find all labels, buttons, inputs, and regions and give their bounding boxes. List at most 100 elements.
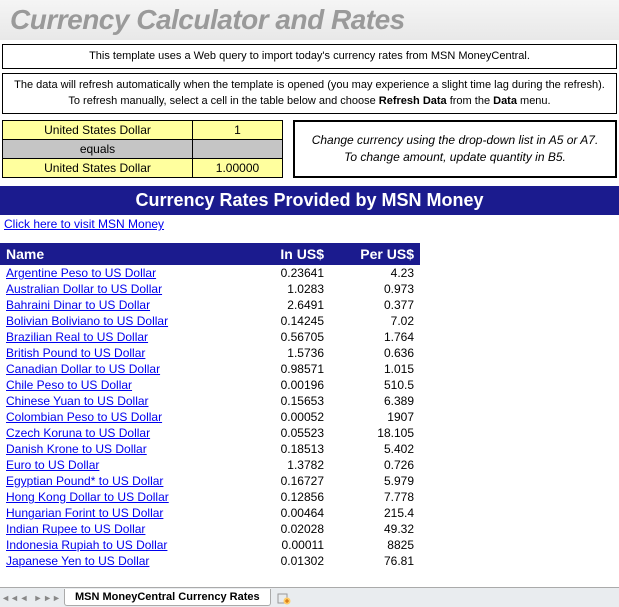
- col-in-usd: In US$: [240, 243, 330, 265]
- table-row: Argentine Peso to US Dollar0.236414.23: [0, 265, 420, 281]
- table-row: Australian Dollar to US Dollar1.02830.97…: [0, 281, 420, 297]
- currency-link[interactable]: Egyptian Pound* to US Dollar: [0, 473, 240, 489]
- in-usd-value: 0.00464: [240, 505, 330, 521]
- to-currency-cell[interactable]: United States Dollar: [3, 159, 193, 178]
- in-usd-value: 1.5736: [240, 345, 330, 361]
- per-usd-value: 1.015: [330, 361, 420, 377]
- per-usd-value: 4.23: [330, 265, 420, 281]
- currency-link[interactable]: Indian Rupee to US Dollar: [0, 521, 240, 537]
- per-usd-value: 510.5: [330, 377, 420, 393]
- per-usd-value: 8825: [330, 537, 420, 553]
- table-row: Brazilian Real to US Dollar0.567051.764: [0, 329, 420, 345]
- in-usd-value: 0.00052: [240, 409, 330, 425]
- calculator-table: United States Dollar 1 equals United Sta…: [2, 120, 283, 178]
- rates-table: Name In US$ Per US$ Argentine Peso to US…: [0, 243, 420, 569]
- per-usd-value: 215.4: [330, 505, 420, 521]
- instruction-text: Change currency using the drop-down list…: [305, 132, 605, 166]
- desc-2d: Data: [493, 95, 517, 107]
- currency-link[interactable]: Indonesia Rupiah to US Dollar: [0, 537, 240, 553]
- in-usd-value: 0.18513: [240, 441, 330, 457]
- table-row: Canadian Dollar to US Dollar0.985711.015: [0, 361, 420, 377]
- visit-msn-link[interactable]: Click here to visit MSN Money: [0, 215, 168, 233]
- currency-link[interactable]: Australian Dollar to US Dollar: [0, 281, 240, 297]
- in-usd-value: 0.00196: [240, 377, 330, 393]
- in-usd-value: 1.3782: [240, 457, 330, 473]
- sheet-tab-active[interactable]: MSN MoneyCentral Currency Rates: [64, 589, 271, 606]
- tab-last-icon[interactable]: ►►: [46, 592, 58, 604]
- tab-prev-icon[interactable]: ◄: [18, 592, 30, 604]
- from-value-cell[interactable]: 1: [193, 121, 283, 140]
- table-row: Japanese Yen to US Dollar0.0130276.81: [0, 553, 420, 569]
- from-currency-cell[interactable]: United States Dollar: [3, 121, 193, 140]
- desc-1-text: This template uses a Web query to import…: [89, 50, 530, 62]
- currency-link[interactable]: Chile Peso to US Dollar: [0, 377, 240, 393]
- in-usd-value: 0.01302: [240, 553, 330, 569]
- per-usd-value: 7.778: [330, 489, 420, 505]
- currency-link[interactable]: Colombian Peso to US Dollar: [0, 409, 240, 425]
- table-row: Hong Kong Dollar to US Dollar0.128567.77…: [0, 489, 420, 505]
- desc-2c: from the: [447, 95, 493, 107]
- instruction-box: Change currency using the drop-down list…: [293, 120, 617, 178]
- equals-blank: [193, 140, 283, 159]
- per-usd-value: 49.32: [330, 521, 420, 537]
- currency-link[interactable]: Euro to US Dollar: [0, 457, 240, 473]
- per-usd-value: 18.105: [330, 425, 420, 441]
- page-title: Currency Calculator and Rates: [0, 0, 619, 40]
- in-usd-value: 2.6491: [240, 297, 330, 313]
- in-usd-value: 0.14245: [240, 313, 330, 329]
- in-usd-value: 0.16727: [240, 473, 330, 489]
- currency-link[interactable]: Hong Kong Dollar to US Dollar: [0, 489, 240, 505]
- per-usd-value: 76.81: [330, 553, 420, 569]
- per-usd-value: 0.726: [330, 457, 420, 473]
- equals-cell: equals: [3, 140, 193, 159]
- per-usd-value: 0.636: [330, 345, 420, 361]
- table-row: Hungarian Forint to US Dollar0.00464215.…: [0, 505, 420, 521]
- currency-link[interactable]: Argentine Peso to US Dollar: [0, 265, 240, 281]
- table-row: Bahraini Dinar to US Dollar2.64910.377: [0, 297, 420, 313]
- per-usd-value: 6.389: [330, 393, 420, 409]
- description-1: This template uses a Web query to import…: [2, 44, 617, 69]
- in-usd-value: 0.15653: [240, 393, 330, 409]
- table-row: Chile Peso to US Dollar0.00196510.5: [0, 377, 420, 393]
- col-name: Name: [0, 243, 240, 265]
- currency-link[interactable]: Bahraini Dinar to US Dollar: [0, 297, 240, 313]
- title-bar: Currency Calculator and Rates: [0, 0, 619, 40]
- currency-link[interactable]: British Pound to US Dollar: [0, 345, 240, 361]
- in-usd-value: 0.05523: [240, 425, 330, 441]
- currency-link[interactable]: Czech Koruna to US Dollar: [0, 425, 240, 441]
- currency-link[interactable]: Danish Krone to US Dollar: [0, 441, 240, 457]
- table-row: Indonesia Rupiah to US Dollar0.000118825: [0, 537, 420, 553]
- per-usd-value: 0.377: [330, 297, 420, 313]
- to-value-cell: 1.00000: [193, 159, 283, 178]
- table-row: Colombian Peso to US Dollar0.000521907: [0, 409, 420, 425]
- in-usd-value: 0.00011: [240, 537, 330, 553]
- table-row: British Pound to US Dollar1.57360.636: [0, 345, 420, 361]
- currency-link[interactable]: Canadian Dollar to US Dollar: [0, 361, 240, 377]
- description-2: The data will refresh automatically when…: [2, 73, 617, 114]
- in-usd-value: 1.0283: [240, 281, 330, 297]
- table-row: Bolivian Boliviano to US Dollar0.142457.…: [0, 313, 420, 329]
- table-row: Czech Koruna to US Dollar0.0552318.105: [0, 425, 420, 441]
- currency-link[interactable]: Japanese Yen to US Dollar: [0, 553, 240, 569]
- per-usd-value: 0.973: [330, 281, 420, 297]
- desc-2e: menu.: [517, 95, 551, 107]
- rates-header: Currency Rates Provided by MSN Money: [0, 186, 619, 215]
- table-row: Egyptian Pound* to US Dollar0.167275.979: [0, 473, 420, 489]
- per-usd-value: 1907: [330, 409, 420, 425]
- calculator-area: United States Dollar 1 equals United Sta…: [2, 120, 617, 178]
- in-usd-value: 0.98571: [240, 361, 330, 377]
- currency-link[interactable]: Chinese Yuan to US Dollar: [0, 393, 240, 409]
- currency-link[interactable]: Brazilian Real to US Dollar: [0, 329, 240, 345]
- table-row: Euro to US Dollar1.37820.726: [0, 457, 420, 473]
- add-sheet-icon[interactable]: [277, 591, 291, 605]
- in-usd-value: 0.02028: [240, 521, 330, 537]
- col-per-usd: Per US$: [330, 243, 420, 265]
- per-usd-value: 7.02: [330, 313, 420, 329]
- in-usd-value: 0.56705: [240, 329, 330, 345]
- currency-link[interactable]: Hungarian Forint to US Dollar: [0, 505, 240, 521]
- in-usd-value: 0.23641: [240, 265, 330, 281]
- tab-first-icon[interactable]: ◄◄: [4, 592, 16, 604]
- sheet-tab-bar: ◄◄ ◄ ► ►► MSN MoneyCentral Currency Rate…: [0, 587, 619, 607]
- currency-link[interactable]: Bolivian Boliviano to US Dollar: [0, 313, 240, 329]
- per-usd-value: 5.979: [330, 473, 420, 489]
